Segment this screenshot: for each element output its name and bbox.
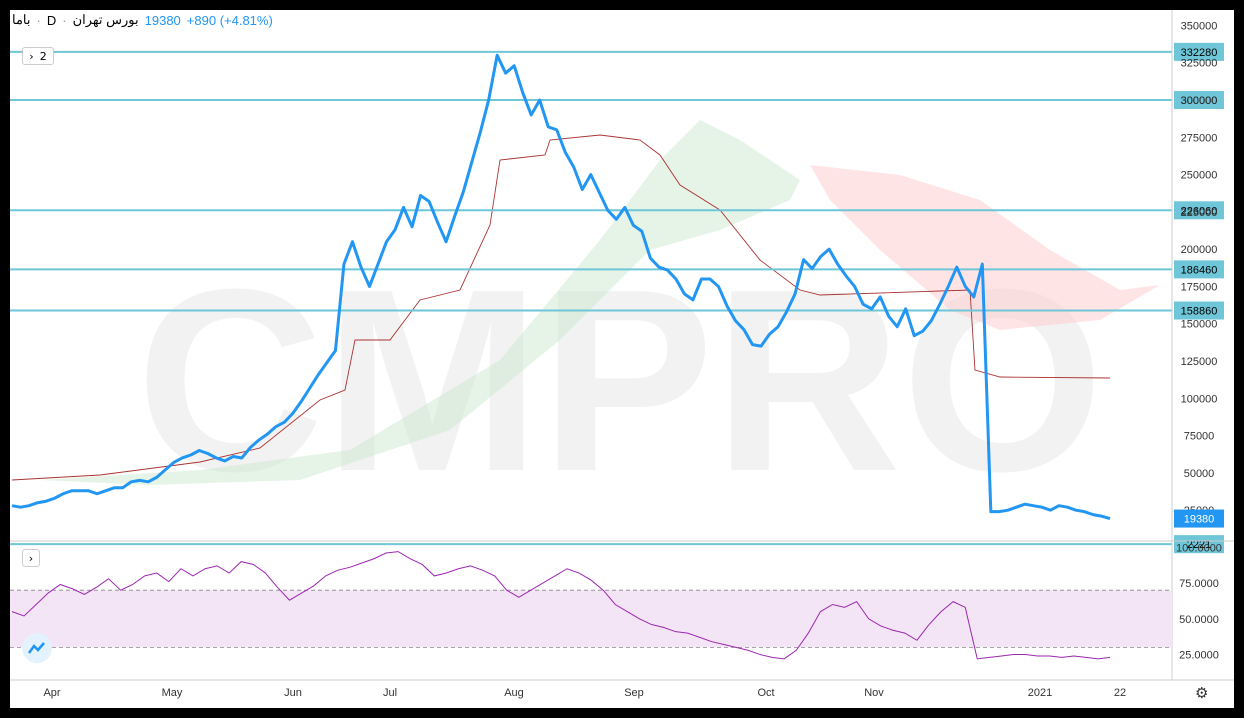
horizontal-level-badge [1174, 42, 1224, 61]
rsi-tick-label: 75.0000 [1179, 578, 1219, 590]
horizontal-level-label: 158860 [1181, 306, 1218, 318]
price-change: +890 (+4.81%) [186, 12, 273, 28]
collapse-indicators-button[interactable]: › 2 [22, 47, 54, 65]
horizontal-level-badge [1174, 260, 1224, 279]
tradingview-logo-icon[interactable] [22, 633, 52, 663]
rsi-band [10, 590, 1172, 648]
horizontal-level-label: 300000 [1181, 95, 1218, 107]
separator-dot-2: · [62, 12, 67, 28]
last-price: 19380 [144, 12, 181, 28]
symbol-name[interactable]: باما [12, 12, 31, 27]
x-tick-label: 2021 [1028, 687, 1052, 699]
horizontal-level-label: 186460 [1181, 264, 1218, 276]
chevron-right-icon: › [28, 551, 34, 565]
price-series-line [11, 53, 1111, 520]
x-tick-label: May [162, 687, 183, 699]
last-price-badge [1174, 509, 1224, 528]
last-price-label: 19380 [1184, 514, 1215, 526]
rsi-tick-label: 25.0000 [1179, 650, 1219, 662]
x-tick-label: 22 [1114, 687, 1126, 699]
y-tick-label: 150000 [1181, 319, 1218, 331]
y-tick-label: 125000 [1181, 356, 1218, 368]
x-tick-label: Sep [624, 687, 644, 699]
y-tick-label: 250000 [1181, 170, 1218, 182]
rsi-collapse-button[interactable]: › [22, 549, 40, 567]
kijun-line [11, 134, 1111, 481]
x-tick-label: Oct [757, 687, 774, 699]
separator-dot: · [36, 12, 41, 28]
chevron-right-icon: › [29, 49, 34, 63]
horizontal-level-badge [1174, 91, 1224, 110]
x-tick-label: Aug [504, 687, 524, 699]
y-tick-label: 75000 [1184, 431, 1215, 443]
y-tick-label: 200000 [1181, 244, 1218, 256]
rsi-tick-label: 100.0000 [1176, 542, 1222, 554]
rsi-series-line [11, 551, 1111, 660]
x-tick-label: Jul [383, 687, 397, 699]
y-tick-label: 175000 [1181, 281, 1218, 293]
horizontal-level-label: 332280 [1181, 47, 1218, 59]
x-tick-label: Apr [43, 687, 60, 699]
cloud-icon [27, 642, 45, 654]
y-tick-label: 300000 [1181, 95, 1218, 107]
gear-icon[interactable]: ⚙ [1195, 685, 1209, 702]
horizontal-level-badge [1174, 201, 1224, 220]
y-tick-label: 275000 [1181, 132, 1218, 144]
indicator-count: 2 [39, 49, 47, 63]
y-tick-label: 350000 [1181, 20, 1218, 32]
chart-header: باما · D · بورس تهران 19380 +890 (+4.81%… [12, 12, 273, 28]
horizontal-level-badge [1174, 301, 1224, 320]
y-tick-label: 50000 [1184, 468, 1215, 480]
x-tick-label: Jun [284, 687, 302, 699]
interval[interactable]: D [46, 12, 57, 28]
exchange-name: بورس تهران [72, 12, 139, 27]
horizontal-level-label: 2221 [1187, 539, 1211, 551]
ichimoku-cloud-red [810, 165, 1160, 330]
y-tick-label: 225000 [1181, 207, 1218, 219]
x-tick-label: Nov [864, 687, 884, 699]
y-tick-label: 325000 [1181, 58, 1218, 70]
y-tick-label: 100000 [1181, 393, 1218, 405]
ichimoku-cloud-green [40, 120, 800, 485]
horizontal-level-label: 226060 [1181, 205, 1218, 217]
horizontal-level-badge [1174, 535, 1224, 554]
rsi-tick-label: 50.0000 [1179, 614, 1219, 626]
